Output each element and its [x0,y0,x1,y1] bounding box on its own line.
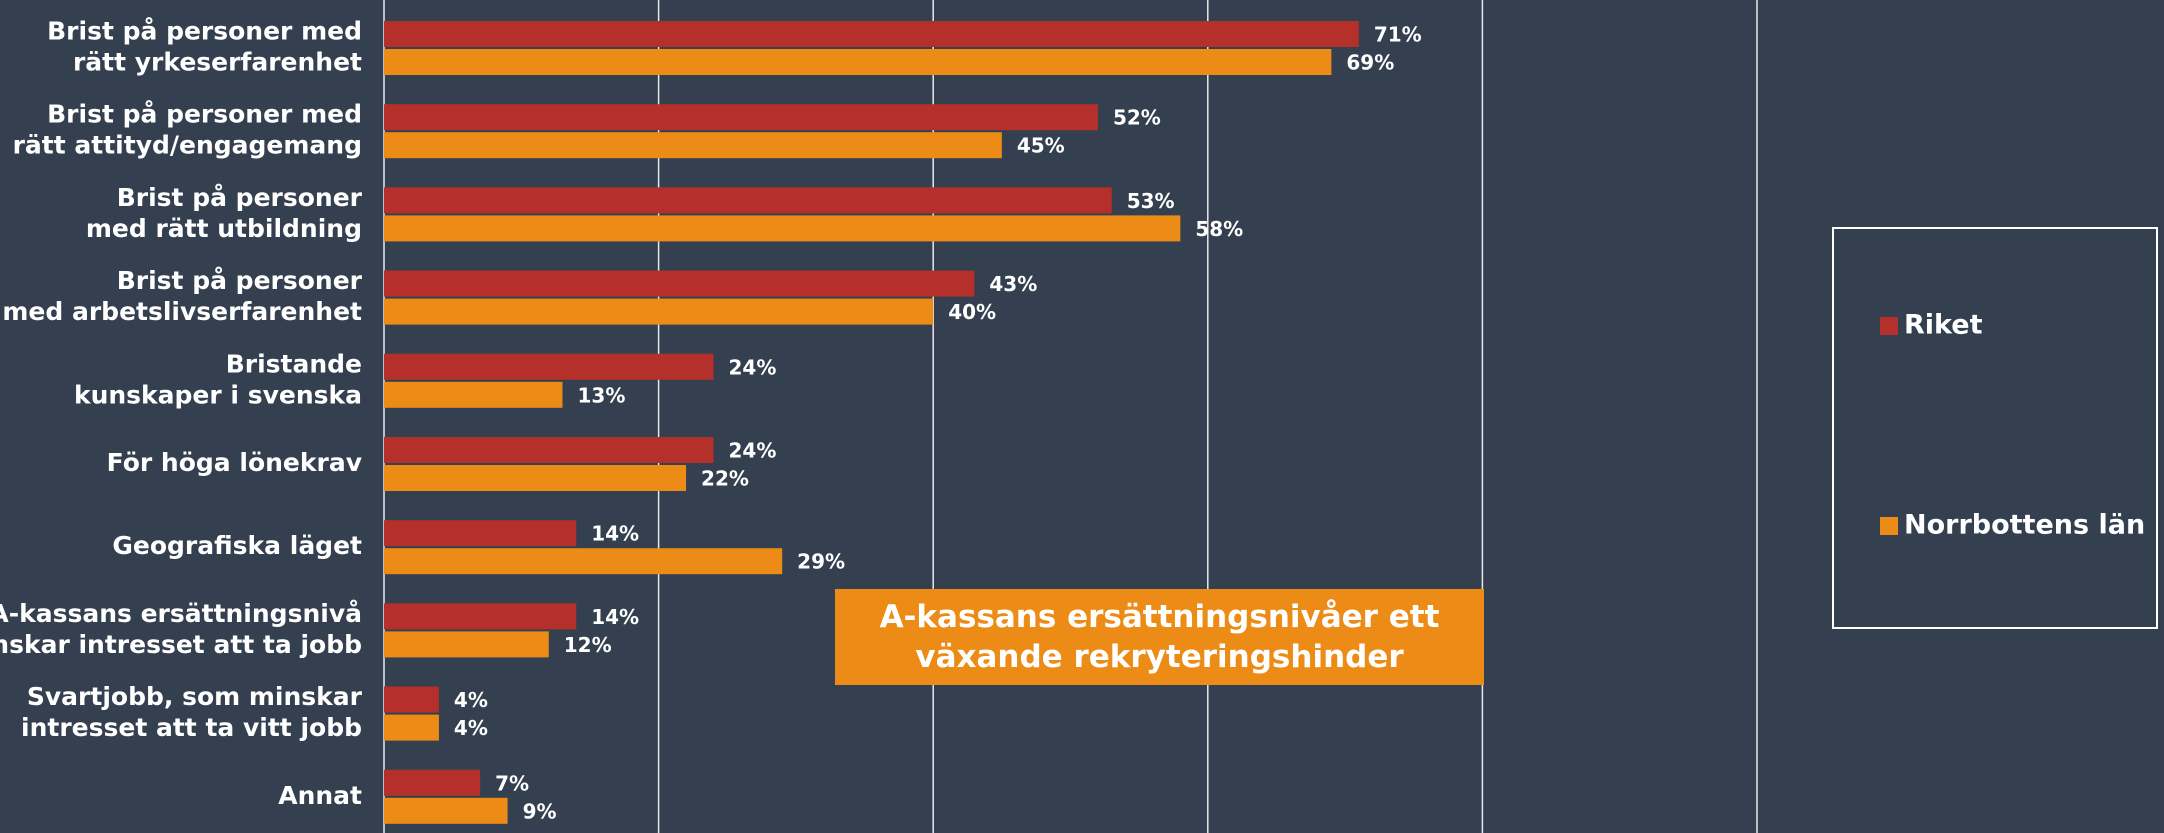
value-label: 12% [564,633,612,657]
category-label: rätt attityd/engagemang [13,131,362,160]
bar [384,769,481,796]
bar [384,132,1002,159]
category-label: Geografiska läget [112,531,362,560]
value-label: 45% [1017,134,1065,158]
value-label: 9% [523,799,557,823]
value-label: 14% [591,605,639,629]
value-label: 40% [948,300,996,324]
value-label: 71% [1374,23,1422,47]
bar [384,21,1359,47]
legend-box [1832,227,2158,629]
legend-label: Riket [1904,310,1983,341]
category-label: kunskaper i svenska [74,380,362,409]
legend-swatch [1880,517,1898,535]
category-label: Brist på personer med [47,100,362,129]
category-label: Bristande [226,349,362,378]
value-label: 22% [701,467,749,491]
category-label: intresset att ta vitt jobb [21,713,362,742]
bar [384,437,714,463]
category-label: Brist på personer [117,183,363,212]
value-label: 58% [1195,217,1243,241]
value-label: 43% [989,272,1037,296]
bar [384,187,1112,214]
bar [384,603,577,630]
bar [384,686,439,713]
bar [384,215,1181,242]
bar [384,465,687,491]
value-label: 4% [454,716,488,740]
value-label: 29% [797,550,845,574]
category-label: med arbetslivserfarenhet [2,297,362,326]
category-label: minskar intresset att ta jobb [0,630,362,659]
value-label: 14% [591,522,639,546]
value-label: 69% [1346,51,1394,75]
category-label: Brist på personer [117,266,363,295]
category-label: För höga lönekrav [107,448,362,477]
bar [384,270,975,297]
bar [384,353,714,380]
bar [384,548,783,575]
bar [384,631,549,658]
legend-swatch [1880,317,1898,335]
bar [384,49,1332,75]
category-label: Svartjobb, som minskar [27,682,363,711]
bar [384,104,1098,131]
value-label: 24% [729,439,777,463]
category-label: Brist på personer med [47,17,362,46]
bar [384,714,439,741]
bar [384,520,577,547]
category-label: med rätt utbildning [86,214,362,243]
value-label: 13% [577,383,625,407]
value-label: 52% [1113,106,1161,130]
legend-label: Norrbottens län [1904,510,2145,541]
value-label: 53% [1127,189,1175,213]
value-label: 7% [495,771,529,795]
category-label: A-kassans ersättningsnivå [0,599,362,628]
value-label: 4% [454,688,488,712]
bar [384,381,563,408]
bar [384,298,934,325]
bar [384,797,508,824]
category-label: rätt yrkeserfarenhet [73,48,362,77]
annotation: A-kassans ersättningsnivåer ett växande … [835,589,1484,685]
value-label: 24% [729,355,777,379]
category-label: Annat [278,781,362,810]
